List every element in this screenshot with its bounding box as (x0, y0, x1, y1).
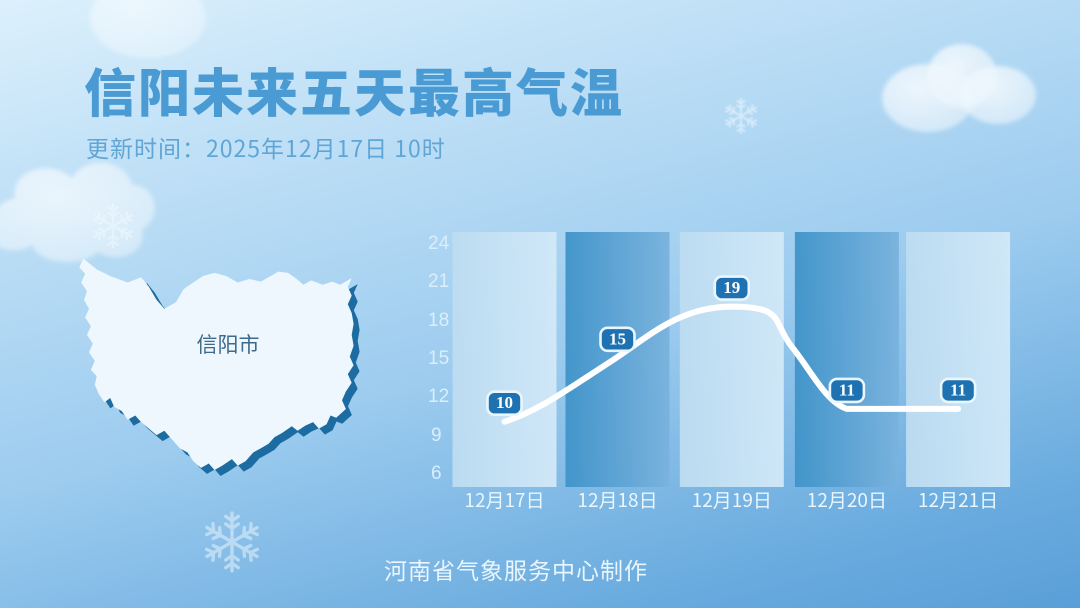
svg-text:12月19日: 12月19日 (692, 486, 772, 513)
svg-text:24: 24 (428, 233, 450, 254)
svg-text:9: 9 (431, 425, 442, 446)
svg-text:12月21日: 12月21日 (918, 486, 998, 513)
svg-text:19: 19 (723, 278, 740, 297)
svg-text:15: 15 (609, 329, 626, 348)
svg-text:12月20日: 12月20日 (807, 486, 887, 513)
svg-text:12: 12 (428, 386, 449, 407)
svg-text:10: 10 (496, 393, 513, 412)
svg-text:12月17日: 12月17日 (464, 486, 544, 513)
svg-text:15: 15 (428, 348, 449, 369)
svg-text:11: 11 (950, 380, 966, 399)
svg-text:21: 21 (428, 271, 449, 292)
svg-text:11: 11 (839, 380, 855, 399)
svg-text:12月18日: 12月18日 (577, 486, 657, 513)
svg-text:6: 6 (431, 463, 442, 484)
svg-text:18: 18 (428, 310, 449, 331)
